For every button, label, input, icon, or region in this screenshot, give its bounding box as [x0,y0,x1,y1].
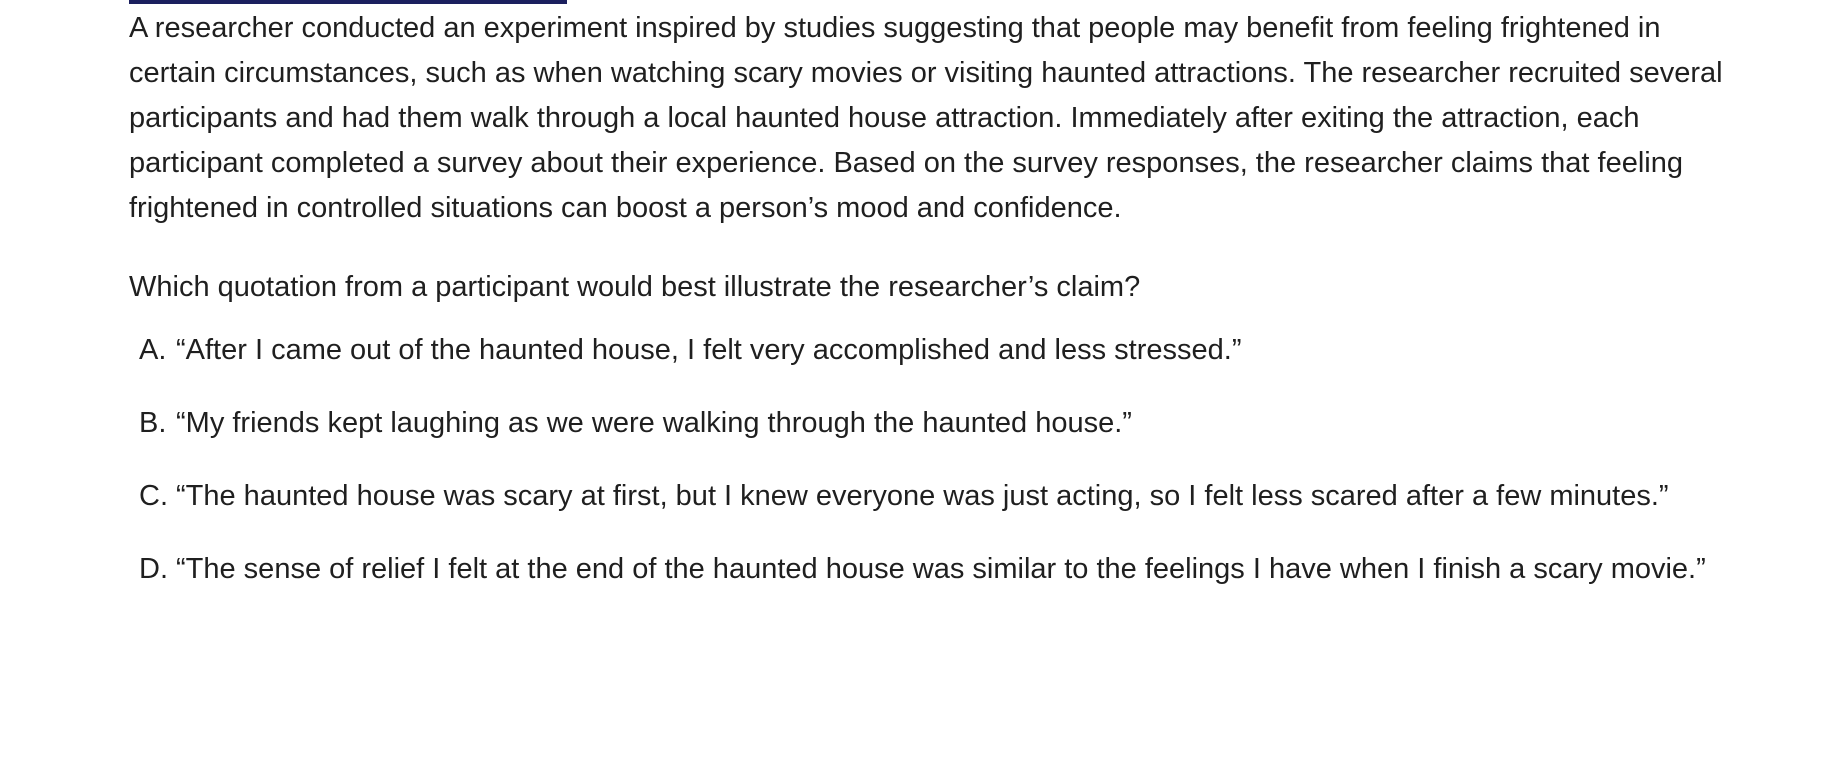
choice-a-text: “After I came out of the haunted house, … [176,334,1242,366]
question-prompt: Which quotation from a participant would… [129,271,1141,303]
answer-choices: A. “After I came out of the haunted hous… [129,328,1729,592]
choice-b-letter: B. [139,407,167,439]
choice-c-letter: C. [139,480,168,512]
choice-a-letter: A. [139,334,167,366]
passage-top-rule [129,0,567,4]
choice-d[interactable]: D. “The sense of relief I felt at the en… [129,547,1729,592]
choice-c-text: “The haunted house was scary at first, b… [176,480,1669,512]
question-content: A researcher conducted an experiment ins… [129,6,1729,620]
choice-c[interactable]: C. “The haunted house was scary at first… [129,474,1729,519]
choice-b[interactable]: B. “My friends kept laughing as we were … [129,401,1729,446]
choice-b-text: “My friends kept laughing as we were wal… [176,407,1132,439]
choice-d-text: “The sense of relief I felt at the end o… [176,553,1706,585]
choice-a[interactable]: A. “After I came out of the haunted hous… [129,328,1729,373]
passage-text: A researcher conducted an experiment ins… [129,12,1723,224]
choice-d-letter: D. [139,553,168,585]
